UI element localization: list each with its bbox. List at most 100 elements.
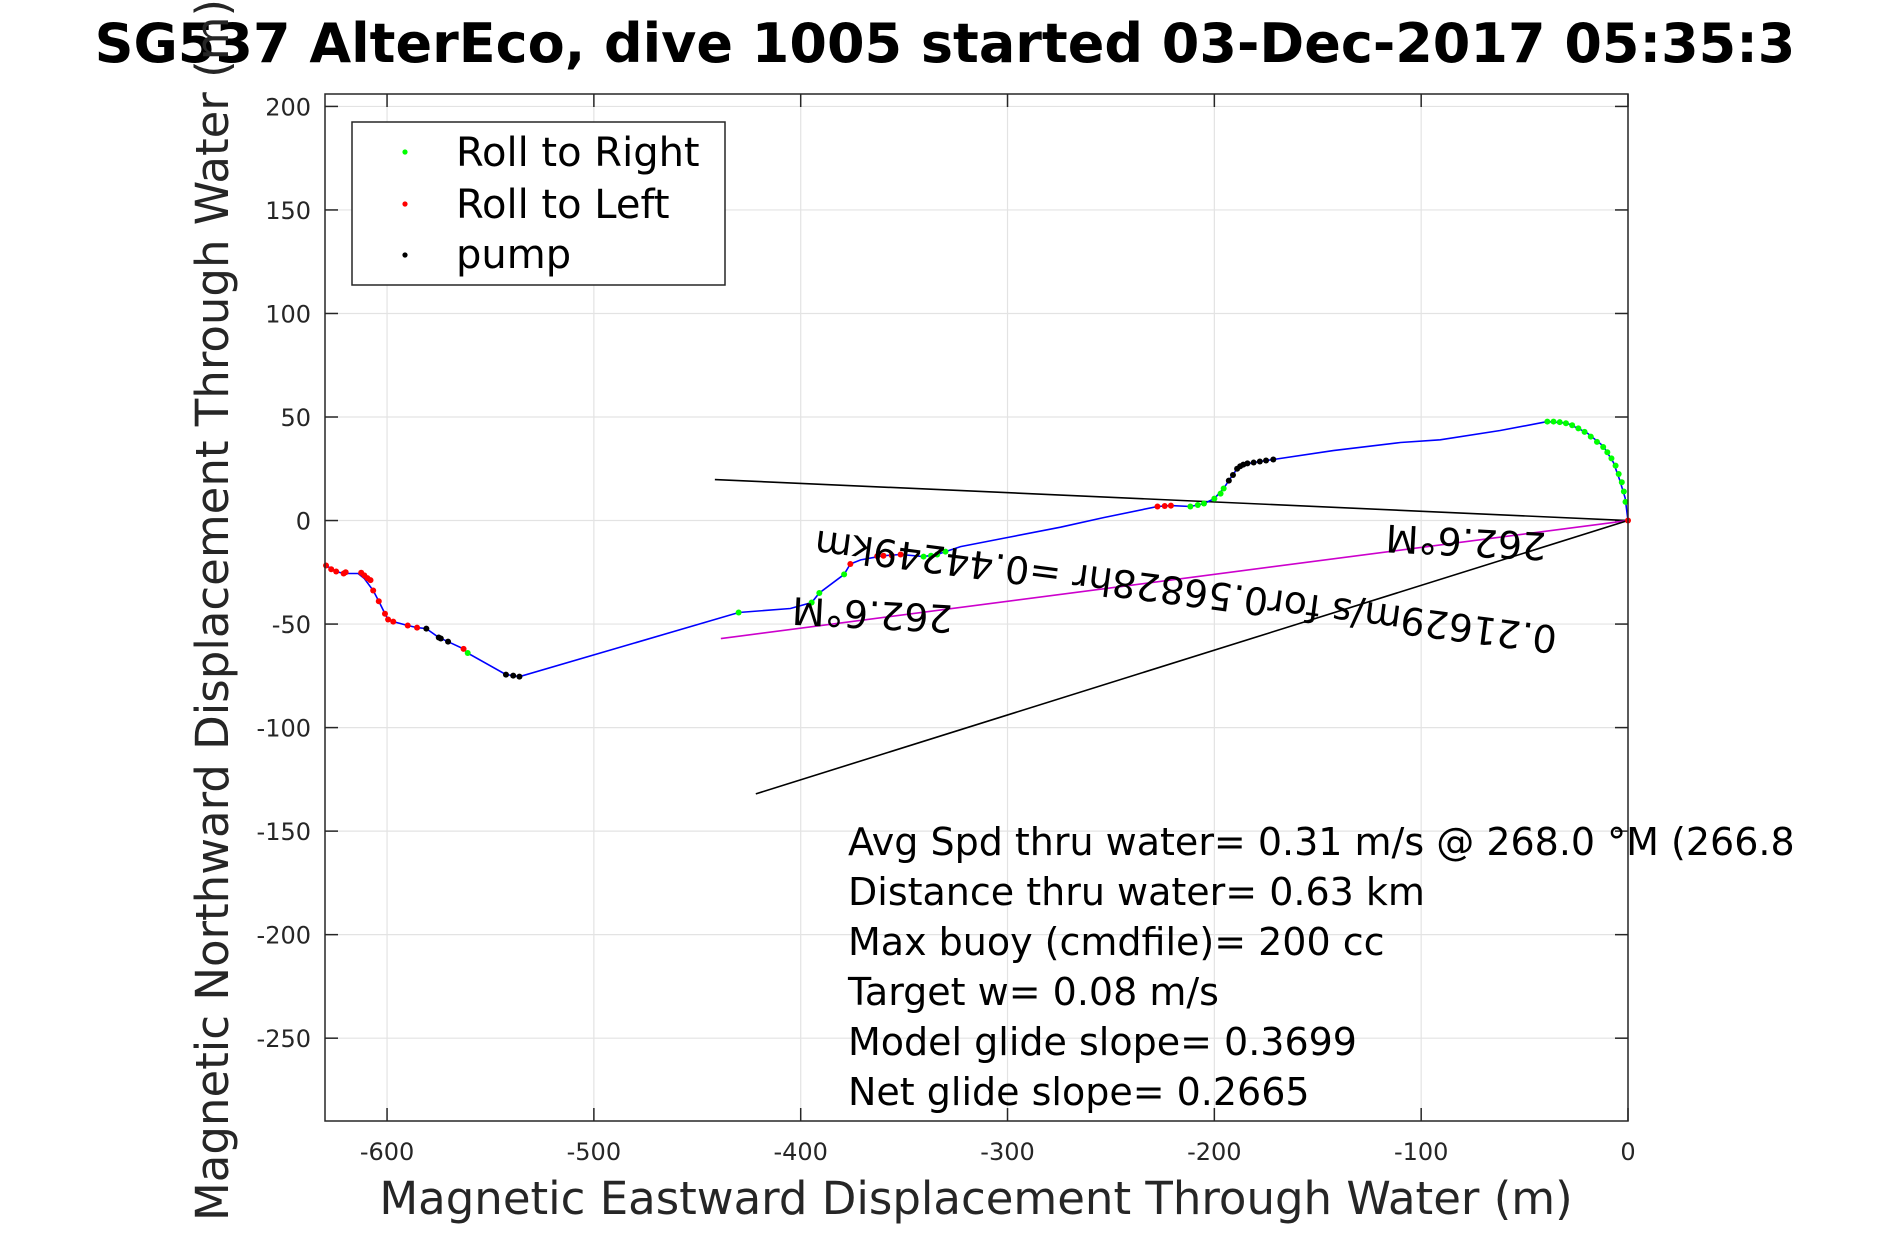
data-point-roll-to-right — [1587, 433, 1594, 440]
legend-marker-pump — [402, 252, 408, 258]
data-point-pump — [516, 673, 523, 680]
dive-stats: Avg Spd thru water= 0.31 m/s @ 268.0 °M … — [847, 820, 1795, 1114]
heading-line-upper — [714, 478, 1629, 522]
x-tick-label: 0 — [1620, 1138, 1635, 1166]
data-point-roll-to-left — [385, 616, 392, 623]
data-point-roll-to-left — [1161, 503, 1168, 510]
stat-avg-speed: Avg Spd thru water= 0.31 m/s @ 268.0 °M … — [848, 820, 1795, 864]
data-point-roll-to-right — [816, 590, 823, 597]
data-point-roll-to-right — [735, 609, 742, 616]
x-tick-label: -400 — [773, 1138, 827, 1166]
data-point-roll-to-right — [1569, 422, 1576, 429]
y-tick-label: 50 — [280, 404, 311, 432]
x-axis-label: Magnetic Eastward Displacement Through W… — [379, 1172, 1572, 1225]
data-point-roll-to-right — [920, 553, 927, 560]
data-point-roll-to-right — [1217, 490, 1224, 497]
data-point-roll-to-right — [1600, 444, 1607, 451]
stat-target-w: Target w= 0.08 m/s — [847, 970, 1219, 1014]
data-point-roll-to-left — [897, 551, 904, 558]
stat-net-glide-slope: Net glide slope= 0.2665 — [848, 1070, 1310, 1114]
data-point-pump — [445, 638, 452, 645]
data-point-pump — [437, 635, 444, 642]
data-point-roll-to-right — [1622, 498, 1629, 505]
data-point-roll-to-left — [460, 645, 467, 652]
data-point-roll-to-right — [1194, 502, 1201, 509]
data-point-pump — [1225, 477, 1232, 484]
data-point-roll-to-right — [1544, 418, 1551, 425]
x-tick-label: -500 — [567, 1138, 621, 1166]
legend-label-pump: pump — [456, 232, 571, 278]
data-point-roll-to-right — [841, 571, 848, 578]
stat-distance: Distance thru water= 0.63 km — [848, 870, 1425, 914]
data-point-roll-to-right — [1211, 495, 1218, 502]
data-point-pump — [502, 671, 509, 678]
x-tick-label: -100 — [1394, 1138, 1448, 1166]
legend-box — [351, 121, 726, 286]
y-tick-label: -250 — [257, 1025, 311, 1053]
x-tick-label: -200 — [1187, 1138, 1241, 1166]
y-tick-label: -50 — [272, 611, 311, 639]
data-point-roll-to-left — [874, 553, 881, 560]
legend-label-roll-left: Roll to Left — [456, 182, 670, 228]
data-point-roll-to-right — [1581, 428, 1588, 435]
data-point-roll-to-left — [370, 587, 377, 594]
y-tick-label: -150 — [257, 818, 311, 846]
data-point-pump — [423, 625, 430, 632]
axes-box — [324, 93, 1629, 1122]
data-point-pump — [1256, 458, 1263, 465]
data-point-roll-to-right — [1201, 500, 1208, 507]
data-point-roll-to-left — [390, 618, 397, 625]
y-tick-label: 100 — [265, 300, 311, 328]
data-point-roll-to-right — [1608, 455, 1615, 462]
data-point-roll-to-left — [888, 552, 895, 559]
stat-model-glide-slope: Model glide slope= 0.3699 — [848, 1020, 1357, 1064]
data-point-roll-to-right — [1615, 470, 1622, 477]
legend-label-roll-right: Roll to Right — [456, 130, 700, 176]
y-axis-label: Magnetic Northward Displacement Through … — [186, 0, 239, 1221]
data-point-roll-to-right — [808, 599, 815, 606]
data-point-roll-to-right — [1593, 438, 1600, 445]
heading-line-lower — [755, 519, 1629, 795]
data-point-roll-to-right — [934, 551, 941, 558]
y-tick-label: -200 — [257, 922, 311, 950]
data-point-roll-to-left — [328, 566, 335, 573]
data-point-roll-to-right — [1556, 419, 1563, 426]
data-point-pump — [1229, 471, 1236, 478]
data-point-roll-to-left — [414, 624, 421, 631]
series-layer — [323, 418, 1631, 680]
reference-lines — [714, 478, 1629, 795]
data-point-roll-to-right — [942, 548, 949, 555]
data-point-roll-to-right — [1220, 485, 1227, 492]
y-tick-label: 150 — [265, 197, 311, 225]
net-displacement-line — [720, 519, 1629, 640]
data-point-roll-to-right — [1620, 488, 1627, 495]
data-point-pump — [1250, 459, 1257, 466]
data-point-roll-to-right — [1612, 462, 1619, 469]
y-tick-label: 0 — [296, 508, 311, 536]
data-point-roll-to-left — [333, 568, 340, 575]
legend-marker-roll-left — [402, 201, 408, 207]
data-point-roll-to-left — [404, 622, 411, 629]
data-point-roll-to-right — [1618, 479, 1625, 486]
data-point-roll-to-right — [464, 650, 471, 657]
y-tick-label: -100 — [257, 715, 311, 743]
data-point-roll-to-right — [1562, 420, 1569, 427]
y-ticks: 200 150 100 50 0 -50 -100 -150 -200 -250 — [257, 93, 1628, 1053]
legend: Roll to Right Roll to Left pump — [351, 121, 726, 286]
data-point-roll-to-left — [880, 552, 887, 559]
data-point-roll-to-right — [1550, 418, 1557, 425]
data-point-roll-to-left — [847, 561, 854, 568]
stat-max-buoy: Max buoy (cmdfile)= 200 cc — [848, 920, 1385, 964]
legend-marker-roll-right — [402, 149, 408, 155]
data-point-roll-to-left — [367, 577, 374, 584]
data-point-roll-to-left — [323, 562, 330, 569]
series-roll-to-right — [464, 418, 1629, 657]
series-pump — [423, 456, 1277, 680]
data-point-roll-to-right — [1604, 449, 1611, 456]
x-tick-label: -300 — [980, 1138, 1034, 1166]
heading-label-left: 262.6°M — [791, 588, 954, 640]
data-point-roll-to-left — [1154, 503, 1161, 510]
data-point-roll-to-left — [340, 570, 347, 577]
data-point-roll-to-right — [1575, 425, 1582, 432]
